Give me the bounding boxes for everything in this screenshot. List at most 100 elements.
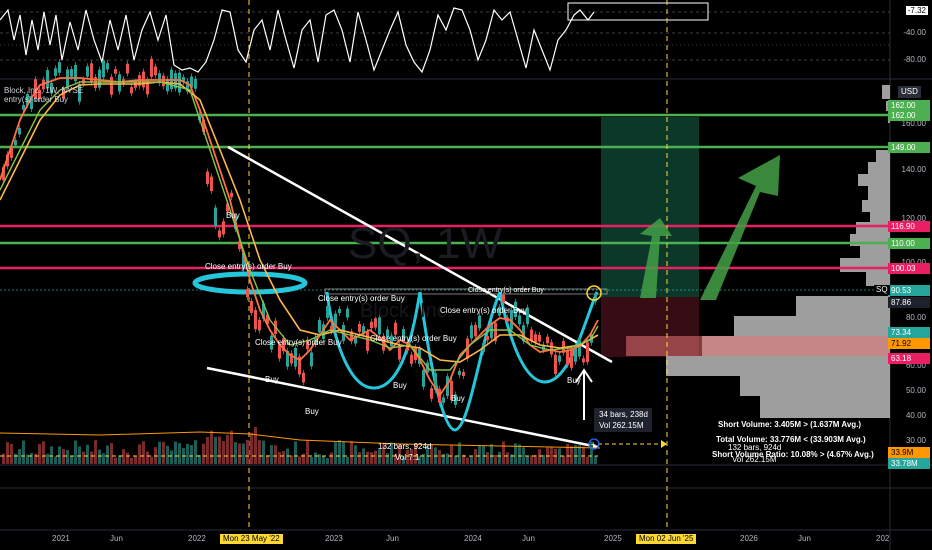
price-tick: 30.00 [905,436,926,445]
candle-body [470,325,473,339]
volume-bar [62,449,65,464]
volume-bar [54,456,57,464]
volume-bar [398,444,401,464]
price-tag: 110.00 [888,238,930,249]
volume-bar [442,453,445,464]
volume-bar [254,426,257,464]
lower-trendline[interactable] [206,366,599,449]
volume-bar [214,436,217,464]
candle-body [374,318,377,328]
volume-bar [338,440,341,464]
symbol-label[interactable]: Block, Inc., 1W, NYSE [4,86,84,95]
candle-body [410,354,413,364]
candle-body [390,335,393,347]
volume-bar [290,455,293,464]
watermark-ticker: SQ, 1W [348,219,503,268]
volume-bar [450,444,453,464]
volume-bar [594,455,597,464]
x-tick: 2022 [188,534,206,543]
candle-body [570,349,573,368]
x-marker-may22[interactable]: Mon 23 May '22 [220,534,283,544]
volume-bar [262,440,265,464]
volume-bar [390,442,393,464]
range-label: 132 bars, 924d [378,442,432,451]
oscillator-value-tag: -7.32 [905,6,928,15]
highlight-ellipse[interactable] [192,271,308,295]
x-tick: Jun [798,534,811,543]
candle-body [70,69,73,77]
volume-bar [2,453,5,464]
candle-body [498,306,501,316]
volume-bar [410,449,413,464]
green-arrow-small[interactable] [640,218,672,298]
price-tick: 140.00 [901,165,926,174]
candle-body [258,319,261,331]
price-tag: 87.86 [888,297,930,308]
candle-body [366,331,369,351]
volume-bar [474,449,477,464]
oscillator-box[interactable] [567,2,709,21]
volume-bar [462,454,465,464]
measure-handle[interactable] [588,438,600,450]
volume-bar [486,452,489,464]
candle-body [474,324,477,337]
volume-bar [46,453,49,464]
candle-body [306,339,309,350]
candle-body [34,79,37,99]
volume-bar [206,436,209,464]
ma-mid [0,81,599,371]
volume-bar [250,432,253,464]
volume-bar [518,444,521,464]
measure-box[interactable]: 34 bars, 238d Vol 262.15M [594,408,652,432]
volume-bar [102,453,105,464]
volume-bar [126,452,129,464]
price-highlight[interactable] [586,285,602,301]
candle-body [238,241,241,249]
candle-body [326,306,329,318]
volume-bar [86,444,89,464]
volume-bar [566,443,569,464]
upper-trendline[interactable] [227,145,613,364]
candle-body [218,230,221,238]
candle-body [222,221,225,235]
x-marker-jun25[interactable]: Mon 02 Jun '25 [636,534,697,544]
volume-bar [106,445,109,464]
volume-bar [482,446,485,464]
green-arrow-large[interactable] [700,155,780,300]
volume-bar [374,450,377,464]
volume-bar [446,453,449,464]
volume-bar [458,442,461,464]
volume-bar [142,441,145,464]
svg-text:+: + [591,440,596,449]
volume-bar [58,446,61,464]
candle-body [450,380,453,401]
candle-body [214,207,217,227]
candle-body [394,322,397,335]
volume-bar [334,442,337,464]
volume-bar [526,455,529,464]
candle-body [230,192,233,198]
x-tick: 2025 [604,534,622,543]
volume-bar [230,430,233,464]
volume-bar [306,440,309,464]
buy-label: Buy [567,376,581,385]
volume-profile [666,85,890,418]
range-vol-label: Vol 7.1 [395,453,420,462]
candle-body [182,77,185,83]
volume-bar [202,443,205,464]
volume-bar [222,441,225,464]
price-tag: 33.78M [888,458,930,469]
volume-bar [358,452,361,464]
volume-bar [22,440,25,464]
volume-bar [346,456,349,464]
currency-button[interactable]: USD [898,86,921,98]
short-ratio-stat: Short Volume Ratio: 10.08% > (4.67% Avg.… [712,450,874,459]
candle-body [242,252,245,269]
price-tag: 162.00 [888,100,930,111]
volume-bar [166,445,169,464]
candle-body [78,83,81,102]
volume-bar [502,441,505,464]
price-tick: 40.00 [905,411,926,420]
watermark-name: Block, Inc. [360,300,453,322]
